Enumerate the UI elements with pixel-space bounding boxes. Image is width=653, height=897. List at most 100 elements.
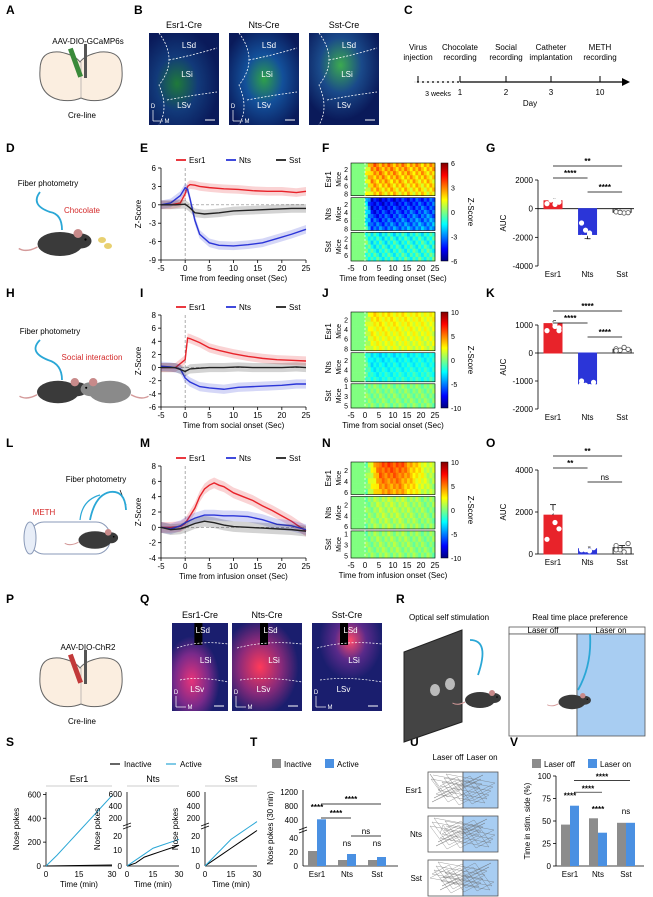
x-tick-label: -5 bbox=[157, 562, 165, 571]
heat-cell bbox=[426, 312, 430, 318]
heat-cell bbox=[393, 530, 397, 537]
heat-cell bbox=[370, 240, 374, 245]
heat-cell bbox=[407, 523, 411, 530]
heat-cell bbox=[373, 489, 377, 495]
heat-cell bbox=[387, 518, 391, 524]
heat-cell bbox=[409, 326, 413, 332]
series-line-esr1 bbox=[161, 183, 307, 206]
heat-cell bbox=[359, 171, 363, 176]
heat-cell bbox=[362, 362, 366, 368]
heat-cell bbox=[393, 175, 397, 180]
heat-cell bbox=[429, 326, 433, 332]
heat-cell bbox=[367, 357, 371, 363]
heat-cell bbox=[395, 232, 399, 237]
heat-cell bbox=[401, 489, 405, 495]
heat-cell bbox=[393, 388, 397, 394]
heat-cell bbox=[412, 345, 416, 352]
heat-cell bbox=[418, 183, 422, 188]
heat-cell bbox=[432, 197, 436, 203]
heat-cell bbox=[407, 201, 411, 207]
heat-cell bbox=[407, 336, 411, 342]
heat-cell bbox=[384, 187, 388, 192]
heat-cell bbox=[367, 383, 371, 389]
heat-cell bbox=[423, 367, 427, 373]
heat-cell bbox=[376, 187, 380, 192]
heat-cell bbox=[390, 541, 394, 548]
heat-group-label: Nts bbox=[324, 507, 333, 519]
heat-cell bbox=[407, 321, 411, 327]
heat-cell bbox=[387, 523, 391, 530]
heat-cell bbox=[393, 507, 397, 513]
heat-cell bbox=[393, 226, 397, 231]
heat-cell bbox=[359, 201, 363, 207]
heat-cell bbox=[353, 541, 357, 548]
heat-cell bbox=[384, 462, 388, 468]
heat-cell bbox=[418, 341, 422, 347]
heat-cell bbox=[407, 372, 411, 378]
heat-cell bbox=[356, 191, 360, 196]
heat-cell bbox=[353, 232, 357, 237]
heat-cell bbox=[404, 512, 408, 519]
heat-cell bbox=[404, 383, 408, 389]
x-tick-label: 5 bbox=[207, 411, 212, 420]
heat-cell bbox=[412, 205, 416, 211]
heat-cell bbox=[359, 214, 363, 219]
heat-cell bbox=[393, 483, 397, 490]
heat-cell bbox=[367, 331, 371, 337]
heat-cell bbox=[387, 512, 391, 519]
legend-swatch bbox=[272, 759, 281, 768]
heat-cell bbox=[351, 472, 355, 479]
heat-cell bbox=[395, 171, 399, 176]
heat-cell bbox=[421, 547, 425, 553]
panel-letter-g: G bbox=[486, 141, 495, 155]
heat-cell bbox=[379, 222, 383, 227]
heat-cell bbox=[421, 530, 425, 537]
heat-cell bbox=[415, 163, 419, 168]
region-label-lsi: LSi bbox=[268, 656, 280, 665]
heat-cell bbox=[356, 547, 360, 553]
heat-cell bbox=[370, 462, 374, 468]
heat-cell bbox=[367, 352, 371, 358]
heat-cell bbox=[412, 518, 416, 524]
heat-cell bbox=[370, 472, 374, 479]
heat-cell bbox=[365, 496, 369, 503]
heat-cell bbox=[351, 201, 355, 207]
heat-cell bbox=[356, 496, 360, 503]
heat-cell bbox=[398, 398, 402, 404]
heat-cell bbox=[423, 256, 427, 262]
heat-cell bbox=[421, 478, 425, 484]
heat-cell bbox=[356, 321, 360, 327]
heat-row-tick: 5 bbox=[344, 553, 348, 560]
heat-cell bbox=[356, 205, 360, 211]
heat-cell bbox=[356, 472, 360, 479]
heat-cell bbox=[373, 226, 377, 231]
heat-cell bbox=[426, 240, 430, 245]
legend-inactive: Inactive bbox=[284, 760, 312, 769]
heat-cell bbox=[398, 467, 402, 474]
heat-cell bbox=[395, 236, 399, 241]
heat-cell bbox=[407, 478, 411, 484]
panel-letter-e: E bbox=[140, 141, 148, 155]
heat-cell bbox=[362, 352, 366, 358]
x-tick-label: 15 bbox=[403, 561, 412, 570]
heat-cell bbox=[429, 248, 433, 254]
heat-cell bbox=[367, 376, 371, 383]
heat-cell bbox=[390, 248, 394, 254]
heat-cell bbox=[404, 316, 408, 322]
heat-cell bbox=[432, 236, 436, 241]
heat-cell bbox=[381, 197, 385, 203]
heat-cell bbox=[432, 496, 436, 503]
legend-active: Active bbox=[337, 760, 359, 769]
data-point bbox=[552, 323, 558, 329]
heat-cell bbox=[395, 478, 399, 484]
heat-cell bbox=[356, 187, 360, 192]
heat-cell bbox=[353, 218, 357, 223]
heat-cell bbox=[415, 512, 419, 519]
heat-cell bbox=[381, 240, 385, 245]
legend-label: Esr1 bbox=[189, 454, 206, 463]
x-axis-label: Time from infusion onset (Sec) bbox=[179, 572, 288, 581]
heat-cell bbox=[367, 388, 371, 394]
heat-cell bbox=[395, 240, 399, 245]
heat-row-tick: 2 bbox=[344, 202, 348, 209]
heat-cell bbox=[359, 345, 363, 352]
